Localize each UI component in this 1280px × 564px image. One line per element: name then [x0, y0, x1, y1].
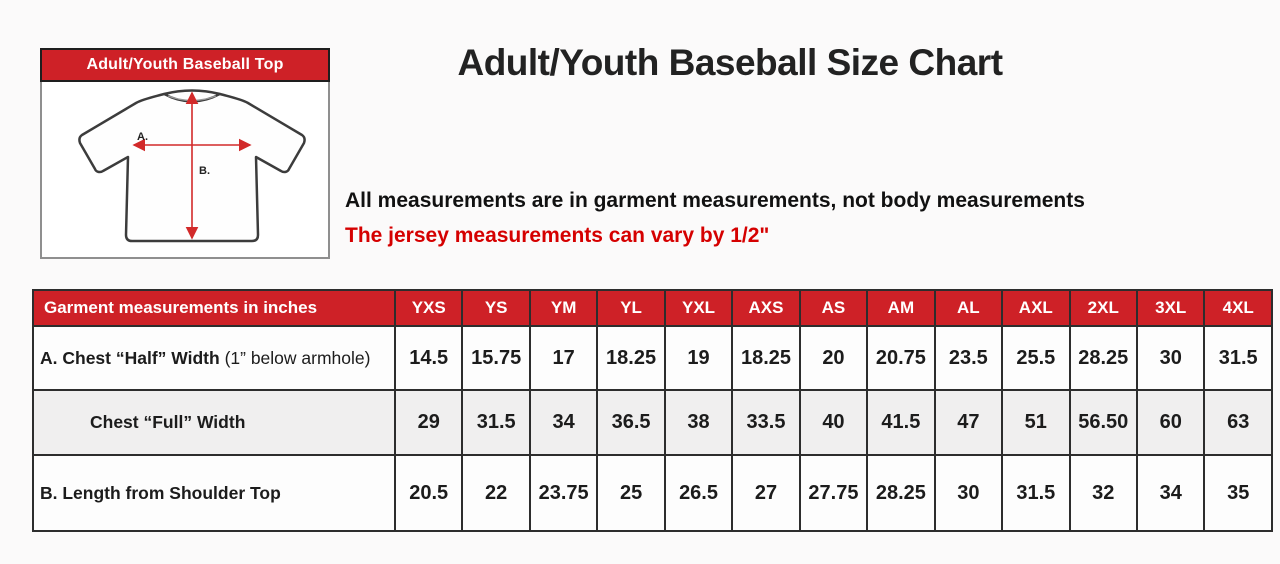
size-value-cell: 41.5 — [866, 389, 936, 456]
size-column-header: YM — [528, 289, 599, 327]
size-column-header: 2XL — [1068, 289, 1138, 327]
size-value-cell: 25.5 — [1001, 325, 1071, 391]
measurement-label-main: A. Chest “Half” Width — [40, 347, 220, 368]
size-value-cell: 23.75 — [528, 454, 599, 532]
size-value-cell: 27.75 — [798, 454, 869, 532]
size-value-cell: 34 — [1135, 454, 1206, 532]
diagram-banner-label: Adult/Youth Baseball Top — [86, 56, 284, 73]
size-table: Garment measurements in inches YXS YS YM YL… — [32, 289, 1273, 532]
shirt-diagram-panel: A. B. — [40, 82, 330, 259]
size-value-cell: 26.5 — [663, 454, 734, 532]
diagram-banner: Adult/Youth Baseball Top — [40, 48, 330, 82]
measurement-label: B. Length from Shoulder Top — [32, 454, 396, 532]
measurement-label: Chest “Full” Width — [32, 389, 396, 456]
measurement-label: A. Chest “Half” Width (1” below armhole) — [32, 325, 396, 391]
size-value-cell: 34 — [528, 389, 599, 456]
measure-a-label: A. — [137, 131, 148, 143]
size-column-header: AXS — [731, 289, 801, 327]
size-value-cell: 32 — [1068, 454, 1138, 532]
corner-header: Garment measurements in inches — [32, 289, 396, 327]
size-value-cell: 30 — [1135, 325, 1206, 391]
size-value-cell: 17 — [528, 325, 599, 391]
measurement-label-main: B. Length from Shoulder Top — [40, 482, 281, 503]
size-column-header: 3XL — [1135, 289, 1206, 327]
size-value-cell: 23.5 — [933, 325, 1004, 391]
size-value-cell: 14.5 — [393, 325, 464, 391]
size-value-cell: 47 — [933, 389, 1004, 456]
size-column-header: YS — [461, 289, 531, 327]
size-value-cell: 19 — [663, 325, 734, 391]
measure-b-label: B. — [199, 165, 210, 177]
size-value-cell: 18.25 — [731, 325, 801, 391]
size-value-cell: 60 — [1135, 389, 1206, 456]
page-title: Adult/Youth Baseball Size Chart — [457, 42, 1003, 83]
size-table-row: B. Length from Shoulder Top 20.5 22 23.75 25… — [32, 454, 1273, 532]
size-value-cell: 28.25 — [1068, 325, 1138, 391]
size-column-header: YL — [596, 289, 666, 327]
size-value-cell: 20 — [798, 325, 869, 391]
size-value-cell: 31.5 — [1203, 325, 1273, 391]
size-value-cell: 56.50 — [1068, 389, 1138, 456]
tshirt-diagram-image: A. B. — [78, 89, 306, 243]
note-variance: The jersey measurements can vary by 1/2" — [345, 224, 770, 247]
size-column-header: AL — [933, 289, 1004, 327]
size-value-cell: 31.5 — [461, 389, 531, 456]
size-value-cell: 20.5 — [393, 454, 464, 532]
size-value-cell: 27 — [731, 454, 801, 532]
measurement-label-suffix: (1” below armhole) — [219, 347, 371, 368]
size-table-body: A. Chest “Half” Width (1” below armhole)… — [32, 325, 1273, 532]
size-column-header: YXS — [393, 289, 464, 327]
size-value-cell: 51 — [1001, 389, 1071, 456]
size-value-cell: 28.25 — [866, 454, 936, 532]
size-value-cell: 22 — [461, 454, 531, 532]
size-value-cell: 31.5 — [1001, 454, 1071, 532]
size-value-cell: 18.25 — [596, 325, 666, 391]
size-column-header: AM — [866, 289, 936, 327]
size-table-row: Chest “Full” Width 29 31.5 34 36.5 38 33.5 40 41… — [32, 389, 1273, 456]
measurement-label-main: Chest “Full” Width — [90, 412, 246, 432]
size-table-row: A. Chest “Half” Width (1” below armhole)… — [32, 325, 1273, 391]
size-column-header: YXL — [663, 289, 734, 327]
size-value-cell: 33.5 — [731, 389, 801, 456]
note-garment-measurements: All measurements are in garment measurem… — [345, 189, 1085, 212]
size-value-cell: 40 — [798, 389, 869, 456]
size-value-cell: 20.75 — [866, 325, 936, 391]
size-value-cell: 35 — [1203, 454, 1273, 532]
size-value-cell: 15.75 — [461, 325, 531, 391]
size-value-cell: 29 — [393, 389, 464, 456]
size-value-cell: 30 — [933, 454, 1004, 532]
size-value-cell: 25 — [596, 454, 666, 532]
size-column-header: AXL — [1001, 289, 1071, 327]
size-value-cell: 63 — [1203, 389, 1273, 456]
size-value-cell: 36.5 — [596, 389, 666, 456]
size-column-header: AS — [798, 289, 869, 327]
size-value-cell: 38 — [663, 389, 734, 456]
size-column-header: 4XL — [1203, 289, 1273, 327]
size-table-header-row: Garment measurements in inches YXS YS YM YL… — [32, 289, 1273, 327]
